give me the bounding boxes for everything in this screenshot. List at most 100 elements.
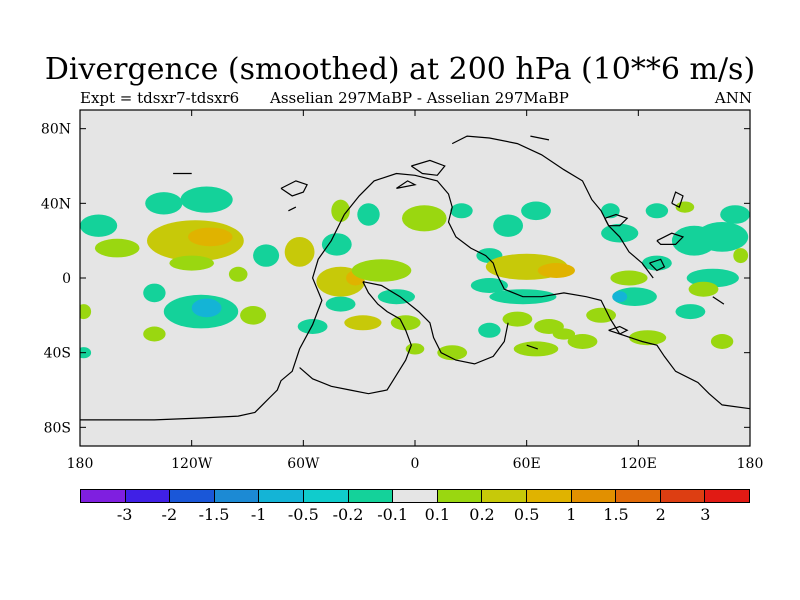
- divergence-anomaly-27: [357, 203, 380, 226]
- divergence-anomaly-60: [645, 203, 669, 219]
- divergence-anomaly-42: [437, 345, 468, 361]
- divergence-anomaly-32: [493, 214, 523, 237]
- divergence-anomaly-0: [80, 214, 118, 237]
- coastline-3: [362, 281, 509, 365]
- colorbar-label-9: 0.5: [513, 505, 540, 524]
- colorbar-label-11: 1.5: [603, 505, 629, 524]
- colorbar-label-4: -0.5: [287, 505, 319, 524]
- divergence-anomaly-56: [688, 281, 719, 297]
- divergence-anomaly-12: [80, 304, 92, 320]
- lon-label-3: 0: [411, 456, 420, 472]
- colorbar-swatch-3: [214, 490, 260, 502]
- colorbar-label-1: -2: [161, 505, 178, 524]
- divergence-anomaly-46: [610, 270, 648, 286]
- colorbar-label-13: 3: [700, 505, 711, 524]
- coastline-14: [671, 191, 684, 208]
- divergence-anomaly-20: [351, 259, 412, 282]
- lat-label-1: 40N: [41, 196, 71, 212]
- divergence-anomaly-8: [143, 283, 166, 303]
- divergence-anomaly-40: [552, 328, 576, 340]
- divergence-anomaly-24: [390, 315, 421, 331]
- colorbar-swatch-1: [125, 490, 171, 502]
- divergence-anomaly-7: [228, 266, 248, 282]
- divergence-anomaly-31: [470, 278, 508, 293]
- colorbar-swatch-14: [705, 490, 749, 502]
- colorbar-swatch-9: [482, 490, 527, 502]
- lon-label-5: 120E: [620, 456, 657, 472]
- divergence-anomaly-54: [720, 205, 750, 224]
- divergence-anomaly-23: [344, 315, 382, 331]
- divergence-anomaly-15: [253, 244, 280, 267]
- divergence-anomaly-45: [601, 223, 639, 243]
- season-label: ANN: [714, 89, 752, 107]
- divergence-anomaly-6: [169, 255, 214, 271]
- colorbar-swatch-10: [526, 490, 572, 502]
- colorbar-label-5: -0.2: [332, 505, 364, 524]
- divergence-anomaly-29: [450, 203, 473, 219]
- divergence-anomaly-48: [612, 291, 628, 303]
- divergence-anomaly-11: [240, 306, 267, 325]
- coastline-11: [608, 325, 629, 335]
- lon-label-2: 60W: [287, 456, 320, 472]
- lon-label-6: 180: [737, 456, 764, 472]
- colorbar-label-8: 0.2: [469, 505, 495, 524]
- lat-label-4: 80S: [44, 420, 71, 436]
- colorbar-swatch-4: [259, 490, 304, 502]
- lon-label-4: 60E: [513, 456, 541, 472]
- plot-title: Divergence (smoothed) at 200 hPa (10**6 …: [44, 52, 756, 87]
- divergence-anomaly-4: [188, 227, 233, 247]
- lat-label-0: 80N: [41, 122, 71, 138]
- divergence-anomaly-57: [733, 248, 749, 264]
- colorbar-label-3: -1: [250, 505, 267, 524]
- colorbar-swatch-7: [393, 490, 438, 502]
- coastline-5: [530, 135, 550, 141]
- divergence-anomaly-26: [331, 199, 350, 222]
- divergence-anomaly-44: [567, 334, 598, 349]
- divergence-anomaly-22: [297, 319, 328, 334]
- coastline-1: [343, 172, 750, 410]
- map-background: [80, 110, 750, 446]
- divergence-anomaly-53: [696, 222, 749, 252]
- coastline-4: [451, 135, 654, 279]
- colorbar-label-12: 2: [655, 505, 666, 524]
- divergence-anomaly-51: [629, 330, 667, 346]
- divergence-field: [80, 186, 750, 361]
- divergence-anomaly-28: [402, 205, 447, 232]
- coastline-0: [80, 214, 345, 421]
- lat-label-3: 40S: [44, 346, 71, 362]
- divergence-anomaly-1: [145, 192, 183, 215]
- coastlines: [80, 135, 750, 421]
- divergence-anomaly-5: [94, 238, 140, 258]
- divergence-anomaly-38: [478, 322, 501, 338]
- lon-label-0: 180: [67, 456, 94, 472]
- coastline-16: [526, 344, 538, 350]
- divergence-anomaly-37: [502, 311, 533, 327]
- colorbar-label-7: 0.1: [424, 505, 451, 524]
- divergence-anomaly-16: [284, 237, 315, 267]
- divergence-anomaly-33: [521, 201, 551, 221]
- colorbar-swatch-13: [660, 490, 706, 502]
- lon-label-1: 120W: [171, 456, 213, 472]
- colorbar-swatch-5: [303, 490, 349, 502]
- coastline-2: [299, 281, 412, 395]
- colorbar-swatch-8: [437, 490, 483, 502]
- experiment-label: Expt = tdsxr7-tdsxr6: [80, 89, 240, 107]
- colorbar-swatch-11: [571, 490, 617, 502]
- coastline-12: [280, 180, 308, 197]
- divergence-anomaly-21: [325, 296, 356, 312]
- coastline-7: [396, 180, 417, 189]
- coastline-9: [656, 232, 685, 245]
- colorbar-label-6: -0.1: [377, 505, 409, 524]
- colorbar-swatch-6: [348, 490, 394, 502]
- divergence-anomaly-35: [537, 263, 576, 278]
- divergence-anomaly-17: [321, 233, 352, 256]
- lat-label-2: 0: [62, 271, 71, 287]
- colorbar-label-0: -3: [116, 505, 133, 524]
- coastline-10: [649, 258, 666, 272]
- divergence-anomaly-58: [675, 304, 706, 320]
- divergence-anomaly-59: [710, 334, 734, 349]
- divergence-anomaly-50: [586, 307, 616, 323]
- colorbar-label-10: 1: [566, 505, 577, 524]
- coastline-8: [604, 213, 629, 227]
